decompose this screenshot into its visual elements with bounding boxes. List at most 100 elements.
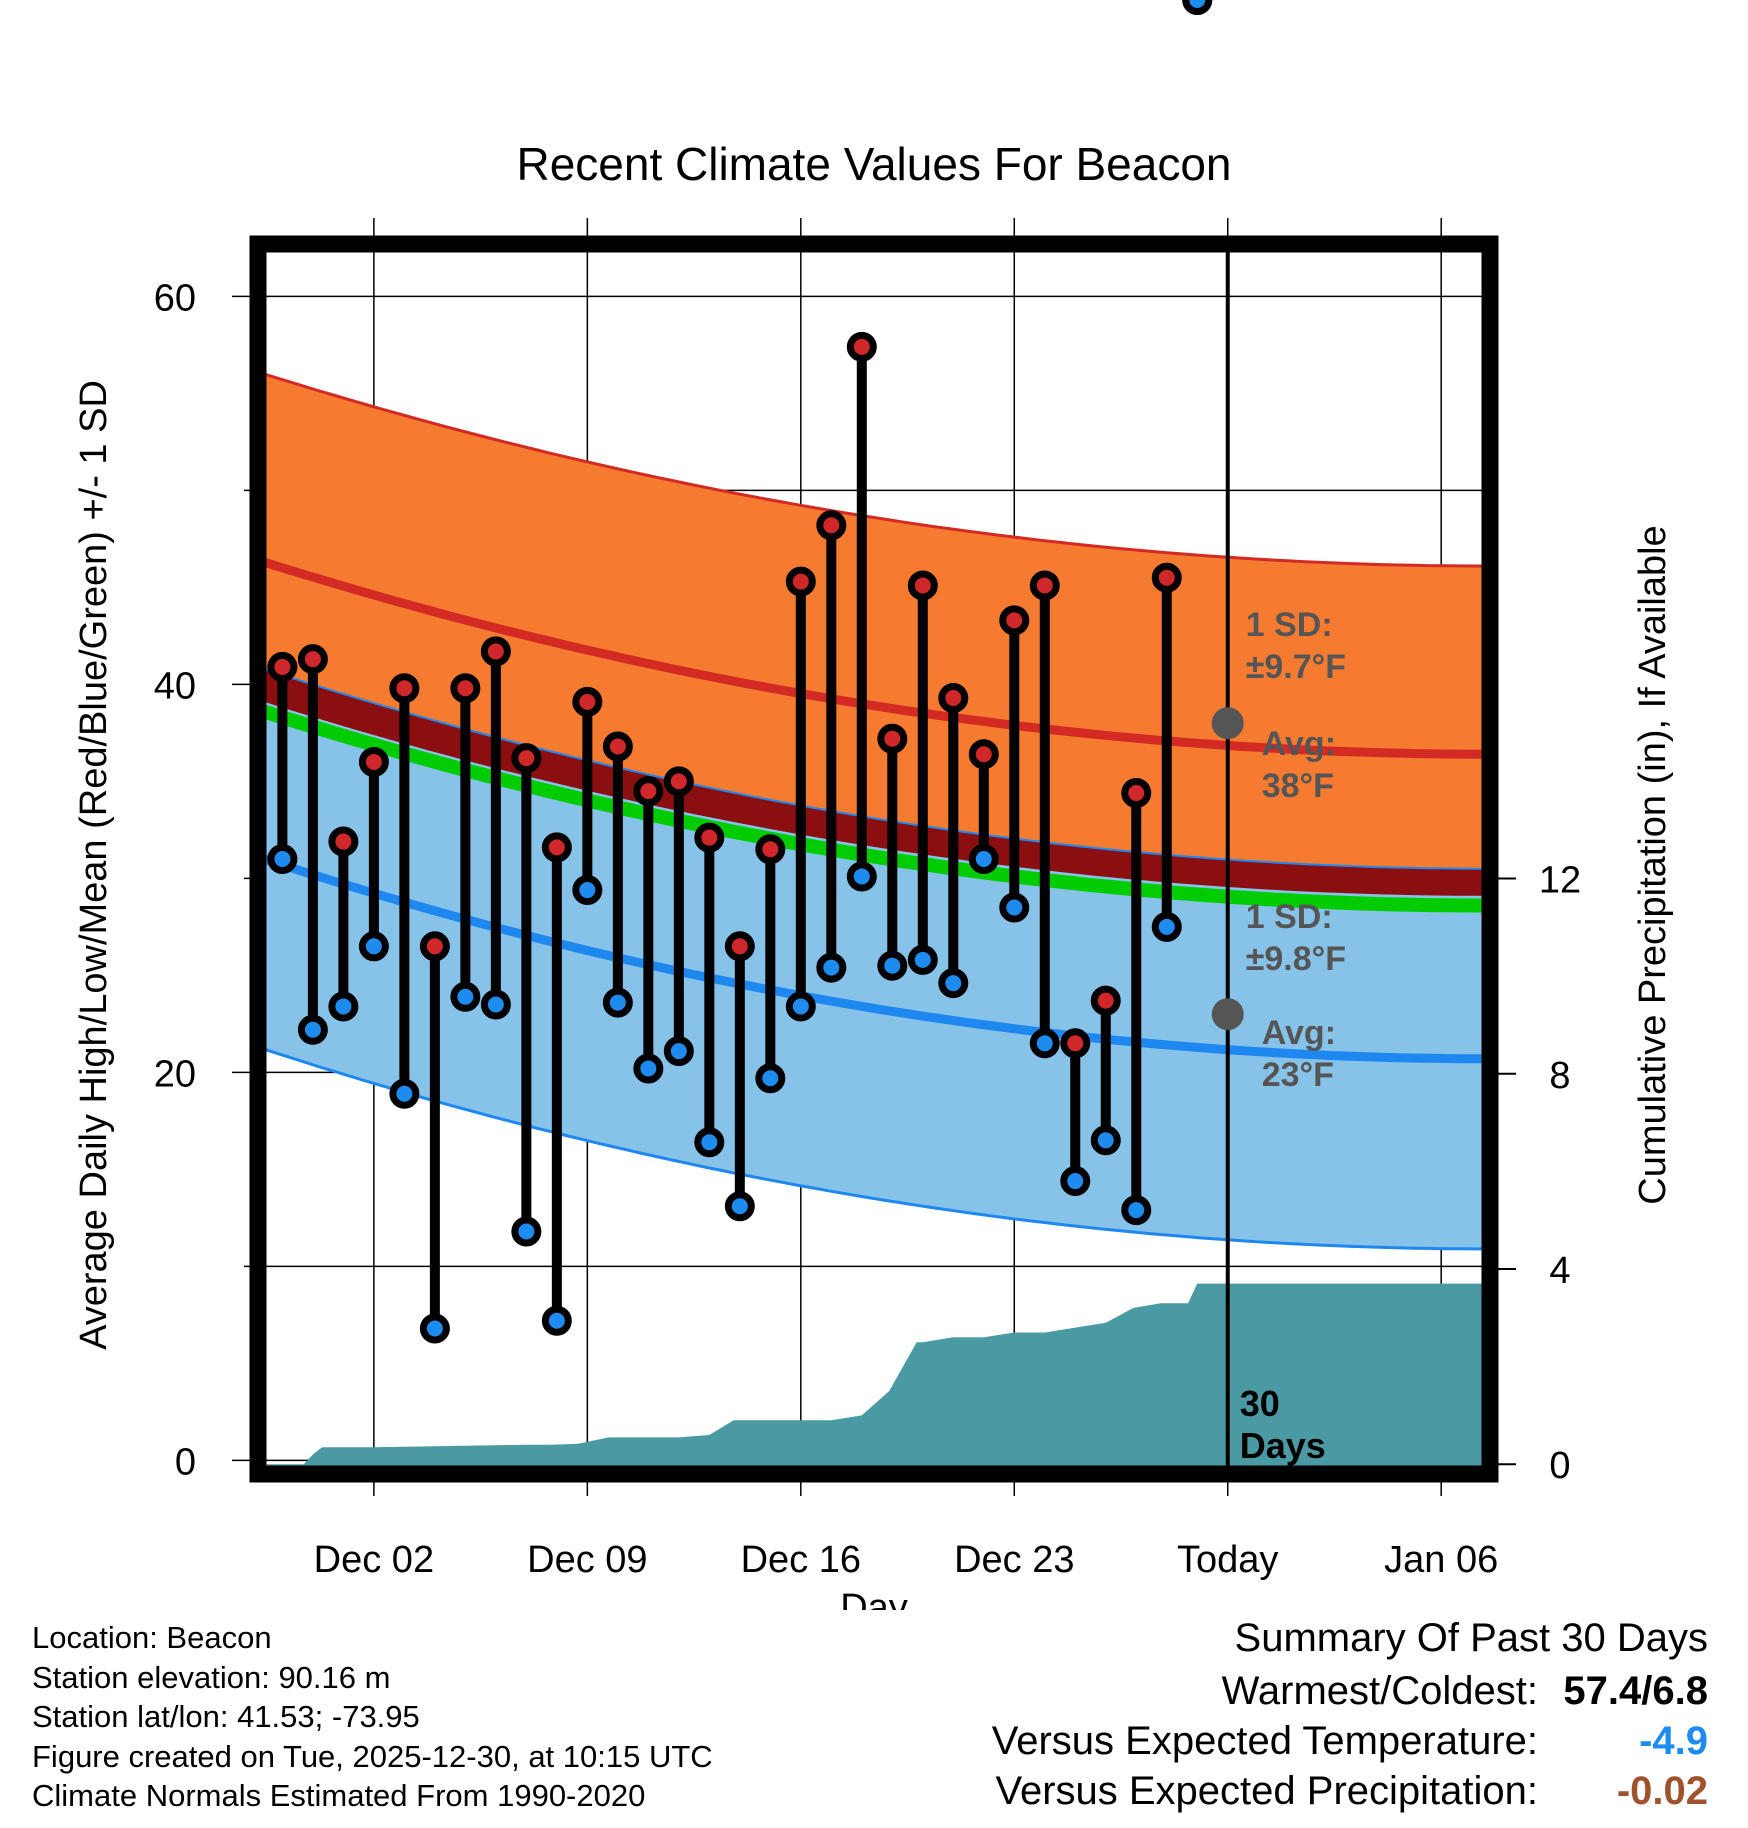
- high-marker: [846, 331, 877, 362]
- latlon-line: Station lat/lon: 41.53; -73.95: [32, 1699, 420, 1734]
- x-tick-label: Dec 23: [954, 1539, 1074, 1581]
- low-marker: [1060, 1166, 1091, 1197]
- high-marker: [358, 746, 389, 777]
- low-marker: [1182, 0, 1213, 15]
- y-right-tick-label: 12: [1539, 860, 1581, 902]
- x-tick-label: Dec 16: [741, 1539, 861, 1581]
- summary-precip-row: Versus Expected Precipitation: -0.02: [992, 1769, 1708, 1819]
- high-marker: [694, 822, 725, 853]
- y-axis-left-label: Average Daily High/Low/Mean (Red/Blue/Gr…: [73, 380, 115, 1350]
- high-marker: [1151, 562, 1182, 593]
- precip-area: [258, 1283, 1490, 1474]
- low-marker: [480, 989, 511, 1020]
- low-marker: [663, 1036, 694, 1067]
- daily-stems: [277, 346, 1172, 1329]
- y-left-tick-label: 40: [154, 665, 196, 707]
- high-marker: [480, 636, 511, 667]
- low-marker: [541, 1305, 572, 1336]
- low-marker: [694, 1127, 725, 1158]
- elevation-line: Station elevation: 90.16 m: [32, 1659, 391, 1695]
- high-marker: [816, 510, 847, 541]
- low-marker: [1121, 1195, 1152, 1226]
- low-marker: [1029, 1028, 1060, 1059]
- high-avg-label: Avg:: [1262, 725, 1336, 763]
- high-upper-sd-line: [257, 370, 1491, 568]
- high-marker: [999, 605, 1030, 636]
- warmest-value: 57.4/6.8: [1563, 1669, 1708, 1713]
- low-marker: [724, 1191, 755, 1222]
- low-marker: [450, 981, 481, 1012]
- low-marker: [511, 1216, 542, 1247]
- high-marker: [724, 931, 755, 962]
- high-marker: [755, 834, 786, 865]
- low-marker: [602, 987, 633, 1018]
- low-marker: [328, 991, 359, 1022]
- high-marker: [389, 673, 420, 704]
- warmest-label: Warmest/Coldest:: [1221, 1669, 1538, 1713]
- high-marker: [328, 826, 359, 857]
- x-tick-label: Today: [1177, 1539, 1278, 1581]
- low-marker: [297, 1014, 328, 1045]
- low-marker: [267, 844, 298, 874]
- high-marker: [267, 651, 298, 682]
- x-tick-label: Jan 06: [1384, 1539, 1498, 1581]
- high-marker: [1090, 985, 1121, 1016]
- y-right-tick-label: 0: [1549, 1445, 1570, 1487]
- high-marker: [1029, 570, 1060, 601]
- low-lower-sd-line: [257, 1045, 1491, 1251]
- precip-deviation-label: Versus Expected Precipitation:: [995, 1769, 1538, 1813]
- station-info: Location: Beacon Station elevation: 90.1…: [32, 1618, 713, 1816]
- low-marker: [1090, 1125, 1121, 1156]
- low-marker: [1151, 911, 1182, 942]
- location-line: Location: Beacon: [32, 1620, 272, 1655]
- low-marker: [358, 931, 389, 962]
- high-marker: [877, 723, 908, 754]
- x-tick-label: Dec 09: [527, 1539, 647, 1581]
- high-marker: [938, 682, 969, 713]
- x-tick-label: Dec 02: [314, 1539, 434, 1581]
- high-marker: [907, 570, 938, 601]
- high-marker: [633, 776, 664, 807]
- normal-high-line: [256, 555, 1490, 759]
- high-marker: [1060, 1028, 1091, 1059]
- low-marker: [419, 1313, 450, 1344]
- today-low-avg-dot: [1211, 998, 1244, 1031]
- precip-deviation-value: -0.02: [1616, 1769, 1708, 1813]
- y-left-tick-label: 20: [154, 1053, 196, 1095]
- normals-line: Climate Normals Estimated From 1990-2020: [32, 1778, 646, 1813]
- axes: Dec 02 Dec 09 Dec 16 Dec 23 Today Jan 06 0 20 40…: [154, 277, 1581, 1581]
- summary-temp-row: Versus Expected Temperature: -4.9: [992, 1719, 1708, 1769]
- high-sd-value: ±9.7°F: [1246, 648, 1346, 686]
- temp-deviation-value: -4.9: [1639, 1719, 1708, 1763]
- high-marker: [297, 644, 328, 675]
- high-marker: [602, 731, 633, 762]
- low-avg-value: 23°F: [1262, 1056, 1334, 1094]
- low-marker: [389, 1078, 420, 1109]
- low-marker: [755, 1063, 786, 1094]
- today-high-avg-dot: [1211, 707, 1244, 740]
- y-left-tick-label: 0: [175, 1441, 196, 1483]
- low-marker: [816, 952, 847, 983]
- low-marker: [785, 991, 816, 1022]
- high-marker: [450, 673, 481, 704]
- high-marker: [968, 739, 999, 770]
- summary-title: Summary Of Past 30 Days: [1234, 1616, 1708, 1660]
- high-sd-label: 1 SD:: [1246, 606, 1333, 644]
- high-marker: [785, 566, 816, 597]
- y-left-tick-label: 60: [154, 277, 196, 319]
- y-axis-right-label: Cumulative Precipitation (in), If Availa…: [1632, 525, 1674, 1204]
- low-marker: [633, 1053, 664, 1084]
- plot-frame: [249, 235, 1499, 1483]
- days-word-label: Days: [1240, 1425, 1326, 1466]
- high-avg-value: 38°F: [1262, 767, 1334, 805]
- low-sd-band: [258, 666, 1490, 1249]
- high-marker: [511, 743, 542, 774]
- low-sd-value: ±9.8°F: [1246, 940, 1346, 978]
- high-marker: [663, 766, 694, 797]
- daily-markers: [267, 0, 1213, 1344]
- precipitation-area: [258, 1283, 1490, 1474]
- chart-title: Recent Climate Values For Beacon: [516, 138, 1231, 190]
- low-marker: [907, 944, 938, 975]
